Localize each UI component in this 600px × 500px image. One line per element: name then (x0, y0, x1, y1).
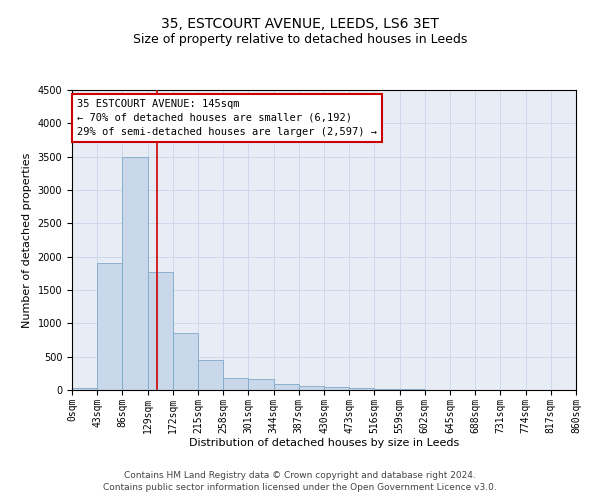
Bar (97, 264, 122, 390)
Bar (299, 386, 324, 390)
Text: Contains HM Land Registry data © Crown copyright and database right 2024.
Contai: Contains HM Land Registry data © Crown c… (103, 471, 497, 492)
Text: 35 ESTCOURT AVENUE: 145sqm
← 70% of detached houses are smaller (6,192)
29% of s: 35 ESTCOURT AVENUE: 145sqm ← 70% of deta… (77, 99, 377, 137)
Bar (324, 388, 349, 390)
Bar (374, 388, 400, 390)
Bar (198, 360, 223, 390)
Bar (173, 334, 198, 390)
Y-axis label: Number of detached properties: Number of detached properties (22, 152, 32, 328)
X-axis label: Distribution of detached houses by size in Leeds: Distribution of detached houses by size … (189, 438, 459, 448)
Bar (72, 388, 97, 390)
Bar (274, 384, 299, 390)
Bar (122, 156, 148, 390)
Bar (223, 378, 248, 390)
Text: 35, ESTCOURT AVENUE, LEEDS, LS6 3ET: 35, ESTCOURT AVENUE, LEEDS, LS6 3ET (161, 18, 439, 32)
Bar (148, 272, 173, 390)
Text: Size of property relative to detached houses in Leeds: Size of property relative to detached ho… (133, 32, 467, 46)
Bar (349, 388, 374, 390)
Bar (248, 380, 274, 390)
